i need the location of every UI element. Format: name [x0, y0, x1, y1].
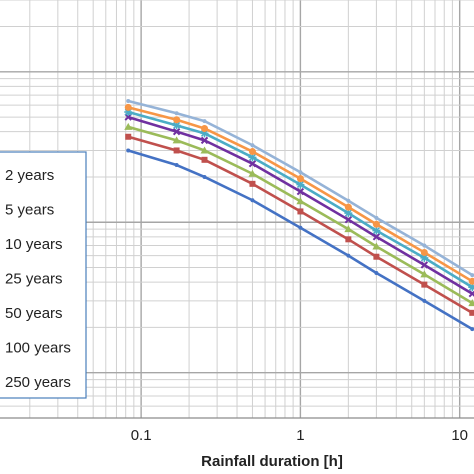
- legend-entry: 10 years: [5, 236, 63, 253]
- data-point: [298, 170, 303, 175]
- data-point: [202, 174, 207, 179]
- data-point: [468, 277, 474, 285]
- data-point: [250, 198, 255, 203]
- series-100-years: [124, 103, 474, 285]
- data-point: [172, 121, 181, 130]
- data-point: [126, 148, 131, 153]
- series-lines: [124, 98, 474, 332]
- grid: [0, 0, 474, 419]
- data-point: [173, 147, 180, 154]
- data-point: [248, 148, 256, 156]
- series-250-years: [126, 98, 474, 278]
- data-point: [422, 243, 427, 248]
- data-point: [422, 298, 427, 303]
- series-2-years: [126, 148, 474, 332]
- data-point: [468, 299, 474, 307]
- data-point: [248, 169, 257, 177]
- data-point: [372, 226, 381, 235]
- data-point: [344, 215, 353, 224]
- data-point: [373, 253, 380, 260]
- data-point: [296, 180, 305, 189]
- legend-entry: 250 years: [5, 374, 71, 391]
- data-point: [173, 116, 181, 124]
- legend: 2 years 5 years 10 years 25 years 50 years 10…: [0, 151, 87, 399]
- data-point: [124, 103, 132, 111]
- data-point: [126, 98, 131, 103]
- data-point: [374, 270, 379, 275]
- data-point: [200, 129, 209, 138]
- data-point: [297, 208, 304, 215]
- data-point: [248, 159, 257, 168]
- legend-entry: 2 years: [5, 167, 54, 184]
- data-point: [420, 270, 429, 278]
- data-point: [296, 187, 305, 196]
- data-point: [201, 124, 209, 132]
- data-point: [372, 220, 380, 228]
- data-point: [174, 163, 179, 168]
- data-point: [172, 136, 181, 144]
- data-point: [346, 198, 351, 203]
- data-point: [172, 127, 181, 136]
- data-point: [249, 180, 256, 187]
- data-point: [174, 111, 179, 116]
- data-point: [420, 253, 429, 262]
- legend-entry: 50 years: [5, 305, 63, 322]
- data-point: [372, 233, 381, 241]
- data-point: [468, 283, 474, 292]
- data-point: [298, 225, 303, 230]
- data-point: [345, 236, 352, 243]
- x-tick-labels: 0.1 1 10: [131, 427, 468, 444]
- x-tick-label: 10: [451, 427, 468, 444]
- series-50-years: [124, 108, 474, 292]
- data-point: [470, 327, 474, 332]
- series-5-years: [125, 133, 474, 316]
- legend-entry: 100 years: [5, 340, 71, 357]
- data-point: [296, 197, 305, 205]
- legend-box: [0, 151, 87, 399]
- x-tick-label: 0.1: [131, 427, 152, 444]
- data-point: [372, 242, 381, 250]
- data-point: [124, 108, 133, 117]
- legend-entry: 25 years: [5, 271, 63, 288]
- data-point: [374, 215, 379, 220]
- data-point: [124, 122, 133, 130]
- series-10-years: [124, 122, 474, 307]
- data-point: [344, 203, 352, 211]
- series-25-years: [124, 113, 474, 298]
- x-tick-label: 1: [296, 427, 304, 444]
- data-point: [201, 156, 208, 163]
- data-point: [200, 136, 209, 145]
- data-point: [468, 290, 474, 298]
- data-point: [250, 143, 255, 148]
- data-point: [346, 253, 351, 258]
- data-point: [296, 175, 304, 183]
- data-point: [344, 209, 353, 218]
- data-point: [125, 133, 132, 140]
- data-point: [344, 225, 353, 233]
- x-axis-title: Rainfall duration [h]: [201, 453, 343, 470]
- data-point: [420, 248, 428, 256]
- legend-entry: 5 years: [5, 202, 54, 219]
- data-point: [248, 153, 257, 162]
- data-point: [202, 119, 207, 124]
- data-point: [420, 261, 429, 269]
- data-point: [421, 281, 428, 288]
- data-point: [470, 273, 474, 278]
- data-point: [469, 309, 474, 316]
- data-point: [200, 146, 209, 154]
